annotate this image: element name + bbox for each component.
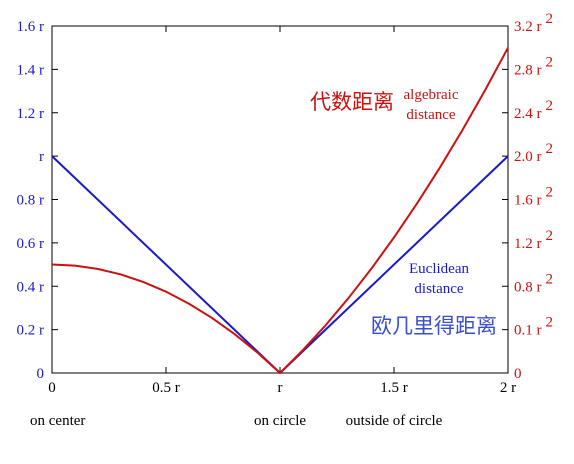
left-y-tick-label: r	[39, 149, 44, 165]
left-y-tick-label: 1.6 r	[17, 19, 45, 35]
left-y-tick-label: 0.2 r	[17, 323, 45, 339]
right-y-tick-exponent: 2	[546, 11, 554, 27]
x-tick-label: 0.5 r	[152, 380, 180, 396]
left-y-tick-label: 1.4 r	[17, 62, 45, 78]
algebraic-distance-line	[51, 47, 509, 374]
right-y-tick-label-base: 2.8 r	[514, 62, 542, 78]
right-y-tick-exponent: 2	[546, 185, 554, 201]
right-y-tick-label-base: 1.2 r	[514, 236, 542, 252]
right-y-tick-exponent: 2	[546, 141, 554, 157]
euclidean-label-chinese: 欧几里得距离	[371, 314, 497, 338]
ticks-layer	[51, 25, 509, 374]
left-y-tick-label: 0.6 r	[17, 236, 45, 252]
right-y-tick-label-base: 2.4 r	[514, 106, 542, 122]
x-tick-label: r	[278, 380, 283, 396]
x-tick-label: 1.5 r	[380, 380, 408, 396]
left-y-tick-label: 0.4 r	[17, 279, 45, 295]
right-y-tick-exponent: 2	[546, 98, 554, 114]
left-y-tick-label: 0	[37, 366, 45, 382]
right-y-tick-exponent: 2	[546, 271, 554, 287]
right-y-tick-exponent: 2	[546, 228, 554, 244]
x-region-label: on circle	[254, 413, 306, 429]
series-layer	[51, 47, 509, 374]
right-y-tick-exponent: 2	[546, 54, 554, 70]
x-tick-label: 2 r	[500, 380, 516, 396]
algebraic-label-chinese: 代数距离	[310, 90, 394, 114]
left-y-tick-label: 1.2 r	[17, 106, 45, 122]
labels-layer: 0 0.5 r r 1.5 r 2 r on center on circle outside…	[17, 11, 554, 429]
x-tick-label: 0	[48, 380, 56, 396]
right-y-tick-label-base: 0	[514, 366, 522, 382]
x-region-label: on center	[30, 413, 85, 429]
euclidean-label-english: Euclidean	[409, 261, 469, 277]
right-y-tick-label-base: 0.8 r	[514, 279, 542, 295]
right-y-tick-exponent: 2	[546, 315, 554, 331]
algebraic-label-english: distance	[406, 107, 455, 123]
right-y-tick-label-base: 3.2 r	[514, 19, 542, 35]
right-y-tick-label: 0	[514, 366, 522, 382]
right-y-tick-label-base: 0.1 r	[514, 323, 542, 339]
x-region-label: outside of circle	[346, 413, 443, 429]
algebraic-label-english: algebraic	[404, 87, 459, 103]
euclidean-label-english: distance	[414, 281, 463, 297]
left-y-tick-label: 0.8 r	[17, 193, 45, 209]
right-y-tick-label-base: 2.0 r	[514, 149, 542, 165]
right-y-tick-label-base: 1.6 r	[514, 193, 542, 209]
